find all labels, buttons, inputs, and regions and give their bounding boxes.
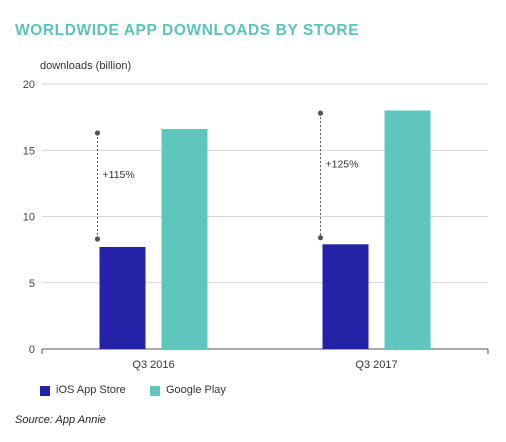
bar-ios-app-store: [99, 246, 146, 349]
legend-swatch-ios: [40, 386, 50, 396]
legend-swatch-google-play: [150, 386, 160, 396]
growth-label: +125%: [326, 158, 359, 170]
bar-google-play: [161, 129, 208, 349]
bracket-dot: [94, 236, 101, 242]
growth-label: +115%: [103, 169, 135, 181]
chart-title: WORLDWIDE APP DOWNLOADS BY STORE: [15, 22, 360, 39]
x-tick-label: Q3 2017: [355, 359, 397, 371]
legend-label-google-play: Google Play: [166, 384, 226, 396]
x-tick-label: Q3 2016: [132, 359, 174, 371]
source-note: Source: App Annie: [15, 414, 106, 426]
bar-ios-app-store: [322, 244, 369, 349]
y-tick-label: 5: [29, 278, 35, 290]
y-tick-label: 10: [23, 212, 35, 224]
y-tick-label: 20: [23, 79, 35, 91]
y-tick-label: 0: [29, 344, 35, 356]
bracket-dot: [317, 235, 324, 241]
bracket-dot: [94, 130, 101, 136]
y-tick-label: 15: [23, 145, 35, 157]
bar-google-play: [384, 110, 431, 349]
y-axis-label: downloads (billion): [40, 60, 131, 72]
legend-label-ios: iOS App Store: [56, 384, 126, 396]
bracket-dot: [317, 110, 324, 116]
